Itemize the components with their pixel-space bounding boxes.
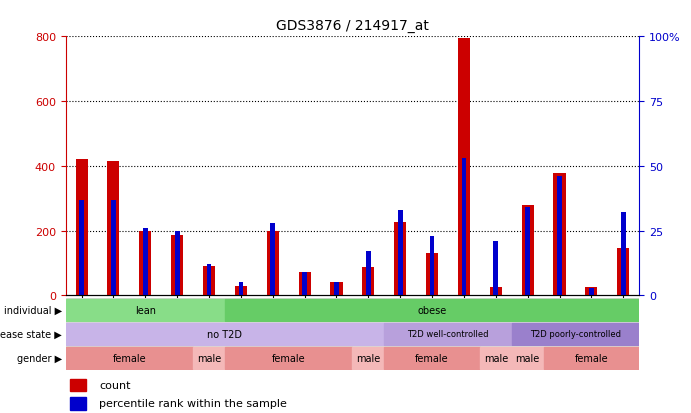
Text: percentile rank within the sample: percentile rank within the sample bbox=[100, 399, 287, 408]
Bar bbox=[171, 236, 183, 296]
Bar bbox=[512, 347, 544, 369]
Bar bbox=[394, 222, 406, 296]
Bar bbox=[75, 160, 88, 296]
Bar bbox=[270, 223, 275, 296]
Text: male: male bbox=[197, 353, 221, 363]
Bar bbox=[70, 397, 86, 410]
Bar bbox=[352, 347, 384, 369]
Text: gender ▶: gender ▶ bbox=[17, 353, 62, 363]
Bar bbox=[589, 288, 594, 296]
Text: female: female bbox=[415, 353, 449, 363]
Bar bbox=[362, 267, 375, 296]
Bar bbox=[66, 299, 225, 321]
Bar bbox=[267, 231, 278, 296]
Title: GDS3876 / 214917_at: GDS3876 / 214917_at bbox=[276, 19, 429, 33]
Bar bbox=[235, 287, 247, 296]
Bar bbox=[512, 323, 639, 345]
Bar bbox=[238, 283, 243, 296]
Bar bbox=[544, 347, 639, 369]
Bar bbox=[522, 206, 533, 296]
Bar bbox=[458, 39, 470, 296]
Text: female: female bbox=[575, 353, 608, 363]
Bar bbox=[302, 273, 307, 296]
Bar bbox=[366, 252, 371, 296]
Bar bbox=[621, 213, 625, 296]
Bar bbox=[203, 267, 215, 296]
Bar bbox=[207, 265, 211, 296]
Text: T2D poorly-controlled: T2D poorly-controlled bbox=[530, 330, 621, 339]
Text: obese: obese bbox=[417, 305, 446, 315]
Text: male: male bbox=[357, 353, 381, 363]
Text: male: male bbox=[484, 353, 508, 363]
Bar bbox=[225, 299, 639, 321]
Bar bbox=[111, 200, 116, 296]
Bar bbox=[66, 323, 384, 345]
Bar bbox=[143, 228, 148, 296]
Bar bbox=[384, 347, 480, 369]
Text: female: female bbox=[113, 353, 146, 363]
Text: female: female bbox=[272, 353, 305, 363]
Text: lean: lean bbox=[135, 305, 155, 315]
Text: count: count bbox=[100, 380, 131, 390]
Text: disease state ▶: disease state ▶ bbox=[0, 329, 62, 339]
Bar bbox=[557, 177, 562, 296]
Bar bbox=[384, 323, 512, 345]
Bar bbox=[462, 159, 466, 296]
Text: male: male bbox=[515, 353, 540, 363]
Bar bbox=[79, 200, 84, 296]
Text: no T2D: no T2D bbox=[207, 329, 243, 339]
Text: T2D well-controlled: T2D well-controlled bbox=[407, 330, 489, 339]
Bar bbox=[107, 161, 120, 296]
Bar bbox=[193, 347, 225, 369]
Bar bbox=[585, 287, 598, 296]
Bar bbox=[175, 231, 180, 296]
Bar bbox=[490, 287, 502, 296]
Bar bbox=[553, 173, 565, 296]
Text: individual ▶: individual ▶ bbox=[4, 305, 62, 315]
Bar bbox=[225, 347, 352, 369]
Bar bbox=[66, 347, 193, 369]
Bar bbox=[299, 273, 311, 296]
Bar bbox=[617, 249, 630, 296]
Bar bbox=[334, 283, 339, 296]
Bar bbox=[493, 242, 498, 296]
Bar bbox=[426, 253, 438, 296]
Bar bbox=[70, 379, 86, 392]
Bar bbox=[330, 283, 343, 296]
Bar bbox=[480, 347, 512, 369]
Bar bbox=[140, 231, 151, 296]
Bar bbox=[430, 236, 435, 296]
Bar bbox=[398, 210, 403, 296]
Bar bbox=[525, 208, 530, 296]
